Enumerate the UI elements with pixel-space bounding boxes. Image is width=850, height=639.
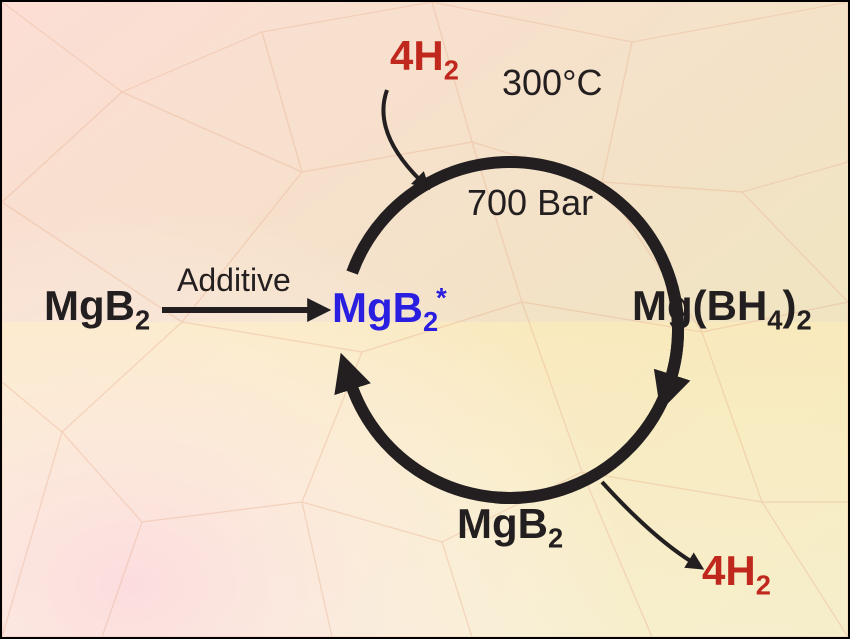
label-4h2-absorbed: 4H2 (390, 32, 459, 86)
arrow-h2-out (602, 482, 692, 562)
label-mgb2-regenerated: MgB2 (457, 500, 563, 554)
label-4h2-released: 4H2 (702, 547, 771, 601)
cycle-arrow-dehydrogenation (350, 382, 524, 498)
label-mg-bh4-2: Mg(BH4)2 (632, 282, 812, 336)
label-mgb2-activated: MgB2* (332, 282, 447, 338)
arrow-h2-in (383, 90, 420, 180)
label-condition-pressure: 700 Bar (467, 182, 593, 224)
diagram-stage: MgB2 Additive MgB2* Mg(BH4)2 4H2 4H2 300… (0, 0, 850, 639)
label-mgb2-reactant: MgB2 (44, 282, 150, 336)
label-condition-temperature: 300°C (502, 62, 602, 104)
label-additive: Additive (177, 262, 291, 299)
